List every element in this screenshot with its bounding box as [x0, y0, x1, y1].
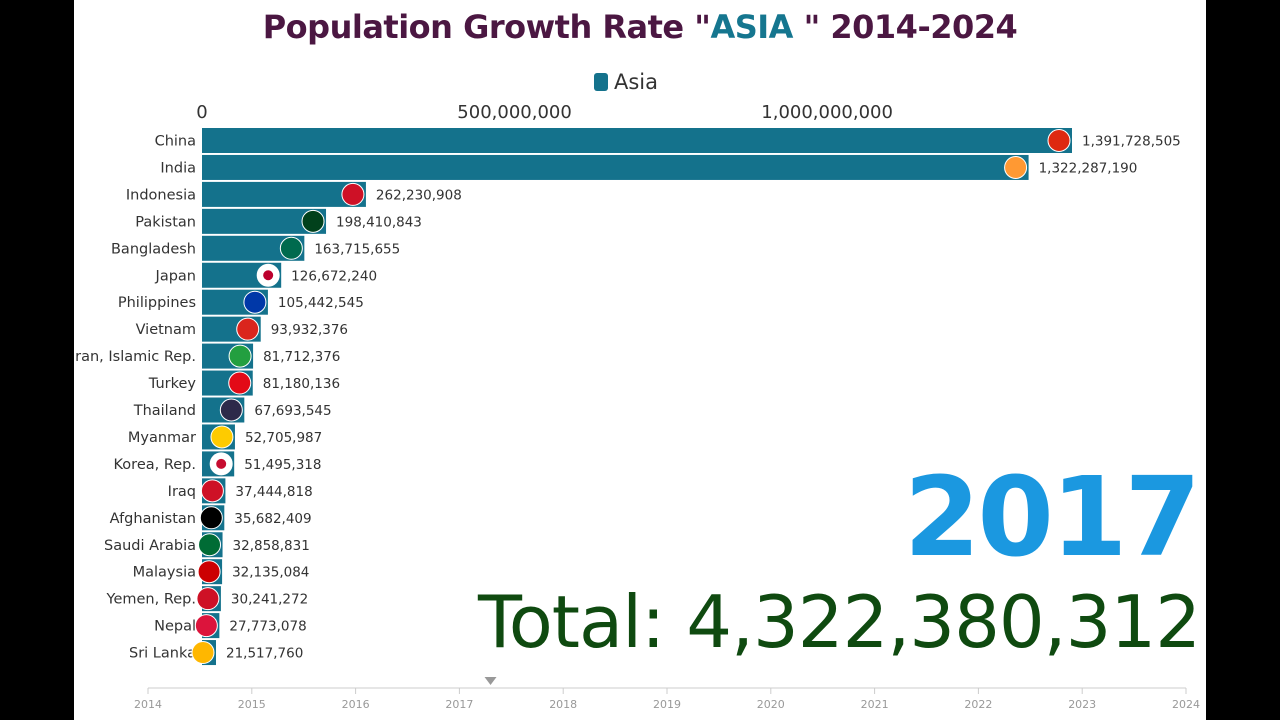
category-label: Iraq: [168, 484, 196, 500]
value-label: 163,715,655: [314, 241, 400, 257]
flag-myanmar-icon: [210, 425, 234, 449]
value-label: 21,517,760: [226, 646, 303, 662]
category-label: India: [160, 160, 196, 176]
flag-philippines-icon: [243, 290, 267, 314]
x-tick-label: 500,000,000: [457, 102, 572, 123]
category-label: Vietnam: [136, 322, 196, 338]
value-label: 1,322,287,190: [1039, 160, 1138, 176]
current-year-label: 2017: [903, 453, 1201, 581]
flag-sri-lanka-icon: [191, 641, 215, 665]
flag-malaysia-icon: [197, 560, 221, 584]
timeline-year-label: 2021: [861, 698, 889, 711]
timeline-year-label: 2023: [1068, 698, 1096, 711]
category-label: Bangladesh: [111, 241, 196, 257]
flag-iran-icon: [228, 344, 252, 368]
timeline-year-label: 2019: [653, 698, 681, 711]
flag-nepal-icon: [194, 614, 218, 638]
value-label: 27,773,078: [229, 619, 306, 635]
value-label: 32,858,831: [233, 538, 310, 554]
bar: [202, 154, 1029, 180]
timeline-year-label: 2022: [964, 698, 992, 711]
value-label: 51,495,318: [244, 457, 321, 473]
category-label: Iran, Islamic Rep.: [74, 349, 196, 365]
flag-turkey-icon: [228, 371, 252, 395]
flag-yemen-icon: [196, 587, 220, 611]
category-label: Pakistan: [135, 214, 196, 230]
timeline-year-label: 2016: [342, 698, 370, 711]
category-label: Malaysia: [133, 565, 196, 581]
value-label: 1,391,728,505: [1082, 134, 1181, 150]
flag-pakistan-icon: [301, 209, 325, 233]
category-label: Yemen, Rep.: [106, 592, 196, 608]
bar: [202, 181, 366, 207]
value-label: 37,444,818: [235, 484, 312, 500]
category-label: Japan: [155, 268, 196, 284]
value-label: 262,230,908: [376, 187, 462, 203]
value-label: 35,682,409: [234, 511, 311, 527]
category-label: Myanmar: [128, 430, 196, 446]
category-label: Korea, Rep.: [114, 457, 196, 473]
category-label: Turkey: [148, 376, 197, 392]
timeline-year-label: 2018: [549, 698, 577, 711]
flag-bangladesh-icon: [279, 236, 303, 260]
flag-vietnam-icon: [236, 317, 260, 341]
category-label: Philippines: [118, 295, 196, 311]
total-label: Total: 4,322,380,312: [477, 580, 1201, 664]
timeline-year-label: 2017: [445, 698, 473, 711]
value-label: 93,932,376: [271, 322, 348, 338]
value-label: 126,672,240: [291, 268, 377, 284]
flag-saudi-arabia-icon: [198, 533, 222, 557]
timeline-handle-icon[interactable]: [484, 677, 497, 685]
bar-chart: 0 500,000,000 1,000,000,000 China 1,391,728,…: [74, 102, 1200, 711]
flag-korea-icon: [209, 452, 233, 476]
chart-canvas: Population Growth Rate "ASIA " 2014-2024…: [74, 0, 1206, 720]
legend-swatch: [594, 73, 608, 91]
value-label: 32,135,084: [232, 565, 309, 581]
chart-title: Population Growth Rate "ASIA " 2014-2024: [74, 8, 1206, 46]
value-label: 81,712,376: [263, 349, 340, 365]
flag-afghanistan-icon: [199, 506, 223, 530]
value-label: 105,442,545: [278, 295, 364, 311]
legend[interactable]: Asia: [594, 70, 658, 94]
timeline-year-label: 2015: [238, 698, 266, 711]
timeline-year-label: 2024: [1172, 698, 1200, 711]
category-label: Indonesia: [126, 187, 196, 203]
title-suffix: " 2014-2024: [803, 8, 1018, 46]
category-label: Saudi Arabia: [104, 538, 196, 554]
value-label: 81,180,136: [263, 376, 340, 392]
title-prefix: Population Growth Rate ": [262, 8, 711, 46]
bar: [202, 128, 1072, 153]
category-label: Afghanistan: [110, 511, 196, 527]
category-label: China: [155, 134, 196, 150]
category-label: Sri Lanka: [129, 646, 196, 662]
value-label: 198,410,843: [336, 214, 422, 230]
flag-iraq-icon: [200, 479, 224, 503]
flag-japan-icon: [256, 263, 280, 287]
timeline-year-label: 2020: [757, 698, 785, 711]
legend-label: Asia: [614, 70, 659, 94]
category-label: Thailand: [133, 403, 196, 419]
title-highlight: ASIA: [710, 8, 804, 46]
value-label: 30,241,272: [231, 592, 308, 608]
value-label: 67,693,545: [254, 403, 331, 419]
x-tick-label: 1,000,000,000: [761, 102, 893, 123]
timeline-year-label: 2014: [134, 698, 162, 711]
category-label: Nepal: [154, 619, 196, 635]
flag-indonesia-icon: [341, 182, 365, 206]
flag-thailand-icon: [219, 398, 243, 422]
flag-india-icon: [1004, 155, 1028, 179]
value-label: 52,705,987: [245, 430, 322, 446]
x-tick-label: 0: [196, 102, 207, 123]
flag-china-icon: [1047, 129, 1071, 152]
